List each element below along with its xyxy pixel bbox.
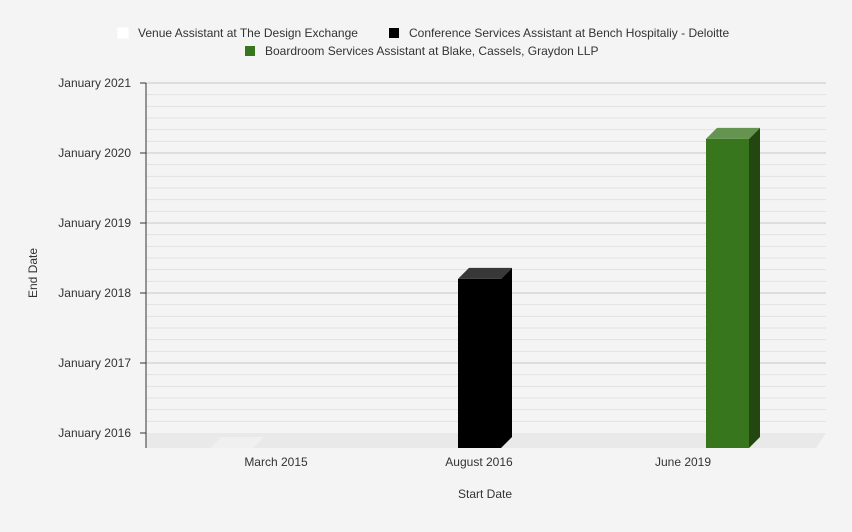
x-tick-label: March 2015 [244,455,308,469]
axes: January 2016 January 2017 January 2018 Janu… [58,76,711,469]
bar-top [458,267,512,279]
y-axis-title: End Date [26,248,40,298]
bar [210,437,264,448]
y-tick-label: January 2016 [58,426,131,440]
y-tick-label: January 2020 [58,146,131,160]
legend-label: Boardroom Services Assistant at Blake, C… [265,44,599,58]
x-tick-label: August 2016 [445,455,513,469]
legend-swatch [117,27,129,39]
bar [706,127,760,449]
legend-label: Conference Services Assistant at Bench H… [409,26,729,40]
legend-label: Venue Assistant at The Design Exchange [138,26,358,40]
bar-top [210,437,264,448]
bar-side [749,127,760,448]
x-axis-title: Start Date [458,487,512,501]
x-tick-label: June 2019 [655,455,711,469]
y-tick-label: January 2017 [58,356,131,370]
legend-swatch [389,28,399,38]
bar [458,267,512,448]
axis-labels: End Date Start Date [26,248,512,501]
bar-front [458,278,501,448]
bars [210,127,760,449]
bar-side [501,267,512,448]
y-tick-label: January 2019 [58,216,131,230]
bar-front [706,138,749,449]
legend-swatch [245,46,255,56]
y-tick-label: January 2021 [58,76,131,90]
bar-top [706,127,760,139]
legend: Venue Assistant at The Design Exchange Co… [117,26,729,58]
y-tick-label: January 2018 [58,286,131,300]
